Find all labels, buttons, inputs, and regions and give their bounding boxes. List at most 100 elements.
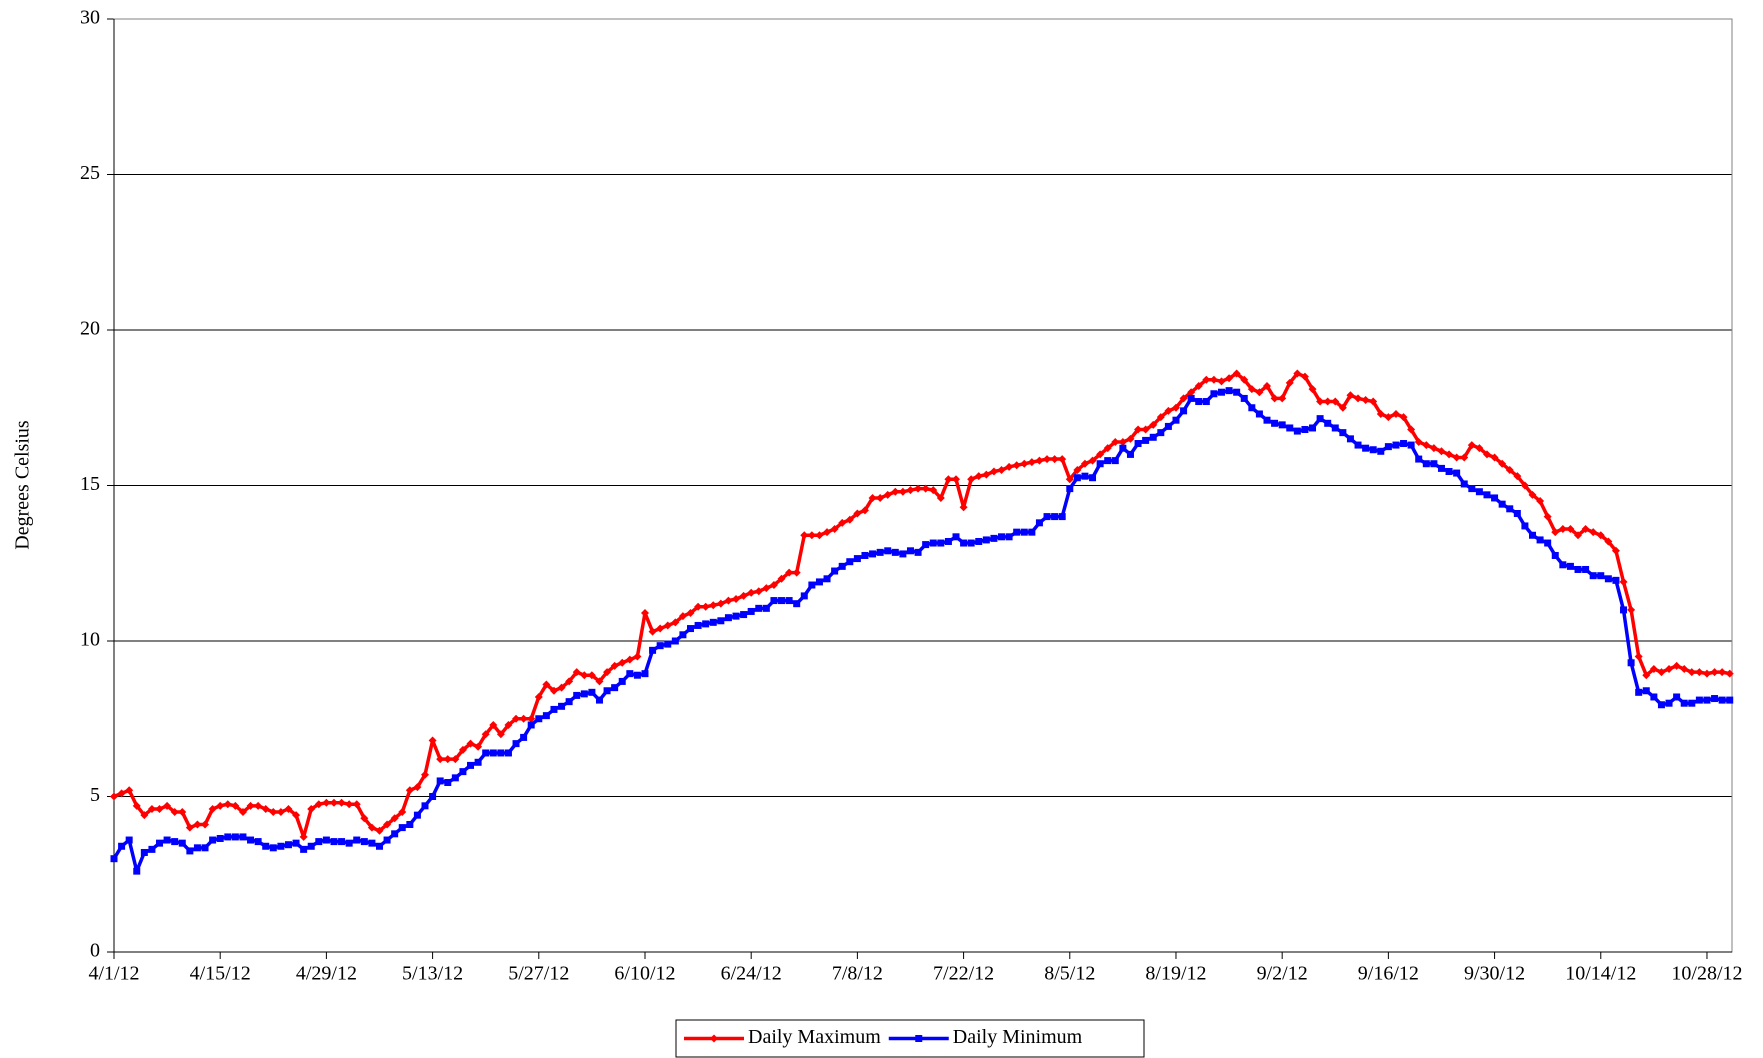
data-point [1528, 490, 1537, 499]
data-point [1392, 441, 1400, 449]
data-point [1247, 385, 1256, 394]
data-point [345, 800, 354, 809]
data-point [224, 833, 232, 841]
data-point [216, 801, 225, 810]
data-point [1703, 696, 1711, 704]
data-point [1513, 509, 1521, 517]
data-point [193, 844, 201, 852]
data-point [398, 808, 407, 817]
data-point [1240, 375, 1249, 384]
data-point [178, 839, 186, 847]
data-point [1240, 394, 1248, 402]
data-point [618, 658, 627, 667]
data-point [338, 838, 346, 846]
data-point [451, 774, 459, 782]
data-point [557, 683, 566, 692]
data-point [922, 541, 930, 549]
data-point [1711, 695, 1719, 703]
data-point [1210, 390, 1218, 398]
data-point [1429, 444, 1438, 453]
data-point [686, 609, 695, 618]
data-point [428, 736, 437, 745]
data-point [1520, 481, 1529, 490]
data-point [1687, 668, 1696, 677]
data-point [542, 680, 551, 689]
data-point [1232, 369, 1241, 378]
y-tick-label: 5 [90, 784, 100, 806]
data-point [163, 801, 172, 810]
data-point [558, 702, 566, 710]
data-point [588, 688, 596, 696]
data-point [1187, 394, 1195, 402]
data-point [519, 714, 528, 723]
data-point [110, 792, 118, 801]
data-point [1346, 435, 1354, 443]
data-point [1111, 457, 1119, 465]
legend-label: Daily Maximum [748, 1026, 881, 1048]
data-point [952, 533, 960, 541]
data-point [747, 607, 755, 615]
data-point [512, 740, 520, 748]
data-point [1566, 525, 1575, 534]
data-point [185, 823, 194, 832]
data-point [845, 515, 854, 524]
data-point [322, 836, 330, 844]
data-point [914, 484, 923, 493]
data-point [1475, 488, 1483, 496]
data-point [1293, 369, 1302, 378]
data-point [732, 612, 740, 620]
data-point [815, 578, 823, 586]
data-point [778, 597, 786, 605]
data-point [504, 720, 513, 729]
data-point [1490, 453, 1499, 462]
data-point [147, 804, 156, 813]
data-point [345, 839, 353, 847]
data-point [1096, 450, 1105, 459]
data-point [1043, 455, 1052, 464]
data-point [770, 597, 778, 605]
data-point [277, 842, 285, 850]
data-point [1589, 572, 1597, 580]
data-point [140, 848, 148, 856]
data-point [1051, 513, 1059, 521]
data-point [595, 677, 604, 686]
data-point [117, 789, 126, 798]
data-point [1164, 422, 1172, 430]
data-point [1028, 528, 1036, 536]
data-point [353, 836, 361, 844]
data-point [1134, 440, 1142, 448]
data-point [284, 841, 292, 849]
data-point [1407, 425, 1416, 434]
data-point [1225, 387, 1233, 395]
data-point [989, 467, 998, 476]
data-point [740, 611, 748, 619]
data-point [1081, 472, 1089, 480]
data-point [1118, 437, 1127, 446]
data-point [1278, 421, 1286, 429]
data-point [254, 801, 263, 810]
data-point [276, 808, 285, 817]
data-point [967, 475, 976, 484]
data-point [656, 624, 665, 633]
x-tick-label: 9/30/12 [1464, 963, 1525, 985]
data-point [678, 612, 687, 621]
data-point [209, 836, 217, 844]
data-point [1194, 381, 1203, 390]
data-point [1726, 696, 1734, 704]
data-point [641, 670, 649, 678]
data-point [489, 749, 497, 757]
data-point [1635, 688, 1643, 696]
data-point [1680, 699, 1688, 707]
data-point [406, 820, 414, 828]
data-point [944, 475, 953, 484]
data-point [315, 838, 323, 846]
data-point [603, 668, 612, 677]
data-point [314, 800, 323, 809]
data-point [186, 847, 194, 855]
data-point [611, 684, 619, 692]
data-point [1482, 450, 1491, 459]
data-point [1642, 687, 1650, 695]
x-tick-label: 4/15/12 [190, 963, 251, 985]
data-point [929, 539, 937, 547]
data-point [1695, 668, 1704, 677]
